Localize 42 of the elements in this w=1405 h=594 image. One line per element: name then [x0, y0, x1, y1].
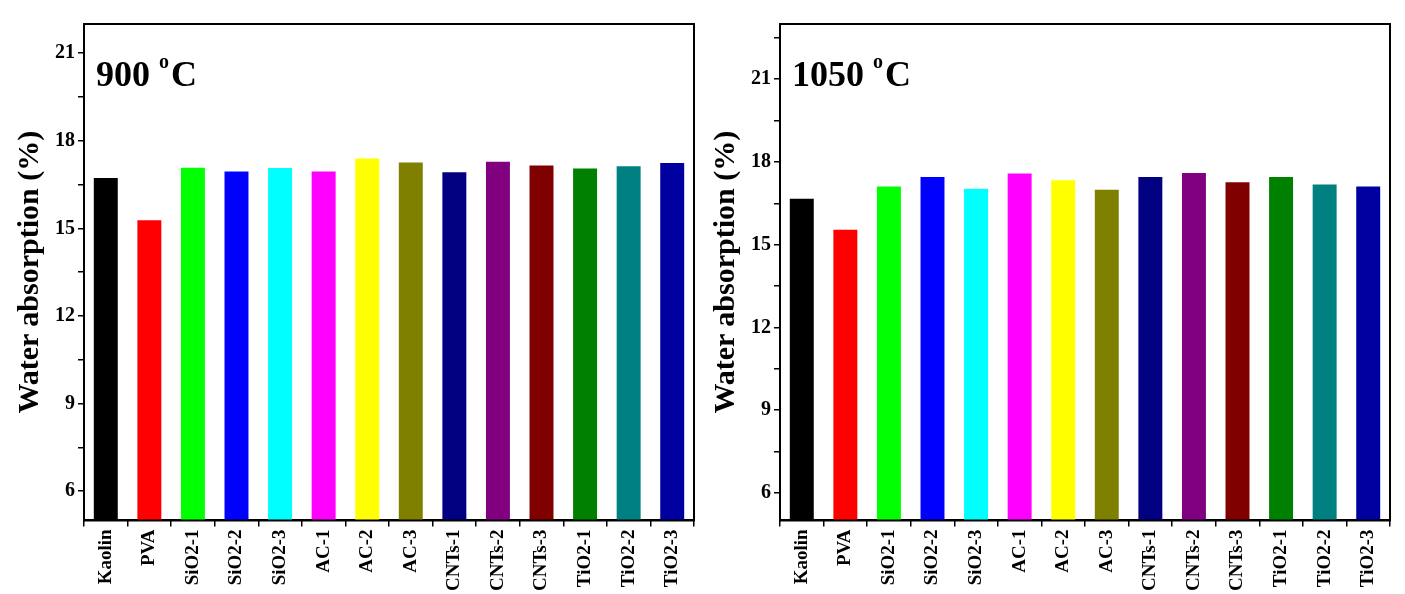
x-tick-label: CNTs-3 — [529, 529, 551, 591]
x-tick-label: TiO2-1 — [572, 529, 594, 588]
x-tick-label: TiO2-2 — [616, 529, 638, 588]
y-tick-label: 12 — [751, 314, 771, 337]
y-tick-label: 9 — [65, 390, 75, 413]
x-tick-label: Kaolin — [93, 528, 115, 585]
x-tick-label: AC-1 — [1007, 529, 1029, 573]
x-tick-label: PVA — [137, 529, 159, 567]
x-tick-label: SiO2-3 — [267, 529, 289, 586]
x-tick-label: CNTs-3 — [1225, 529, 1247, 591]
x-tick-label: SiO2-3 — [963, 529, 985, 586]
y-tick-label: 12 — [55, 303, 75, 326]
x-tick-label: CNTs-2 — [1181, 529, 1203, 591]
x-tick-label: AC-2 — [1051, 529, 1073, 573]
y-tick-label: 15 — [55, 215, 75, 238]
x-tick-label: AC-2 — [355, 529, 377, 573]
y-axis-title: Water absorption (%) — [10, 130, 45, 414]
x-tick-label: AC-3 — [1094, 529, 1116, 573]
x-tick-label: TiO2-3 — [660, 529, 682, 588]
x-tick-label: TiO2-3 — [1356, 529, 1378, 588]
x-tick-label: SiO2-1 — [876, 529, 898, 586]
y-tick-label: 21 — [55, 40, 75, 63]
x-tick-label: SiO2-2 — [920, 529, 942, 586]
x-tick-label: SiO2-1 — [180, 529, 202, 586]
y-tick-label: 21 — [751, 66, 771, 89]
y-tick-label: 18 — [751, 149, 771, 172]
x-tick-label: CNTs-1 — [442, 529, 464, 591]
y-axis-title: Water absorption (%) — [706, 130, 741, 414]
x-tick-label: CNTs-2 — [485, 529, 507, 591]
x-tick-label: TiO2-2 — [1312, 529, 1334, 588]
y-tick-label: 18 — [55, 127, 75, 150]
x-tick-label: AC-3 — [398, 529, 420, 573]
x-tick-label: TiO2-1 — [1268, 529, 1290, 588]
x-tick-label: SiO2-2 — [224, 529, 246, 586]
x-tick-label: PVA — [833, 529, 855, 567]
y-tick-label: 6 — [65, 478, 75, 501]
x-tick-label: AC-1 — [311, 529, 333, 573]
x-tick-label: CNTs-1 — [1138, 529, 1160, 591]
y-tick-label: 6 — [761, 480, 771, 502]
y-tick-label: 9 — [761, 397, 771, 420]
y-tick-label: 15 — [751, 231, 771, 254]
x-tick-label: Kaolin — [789, 528, 811, 585]
